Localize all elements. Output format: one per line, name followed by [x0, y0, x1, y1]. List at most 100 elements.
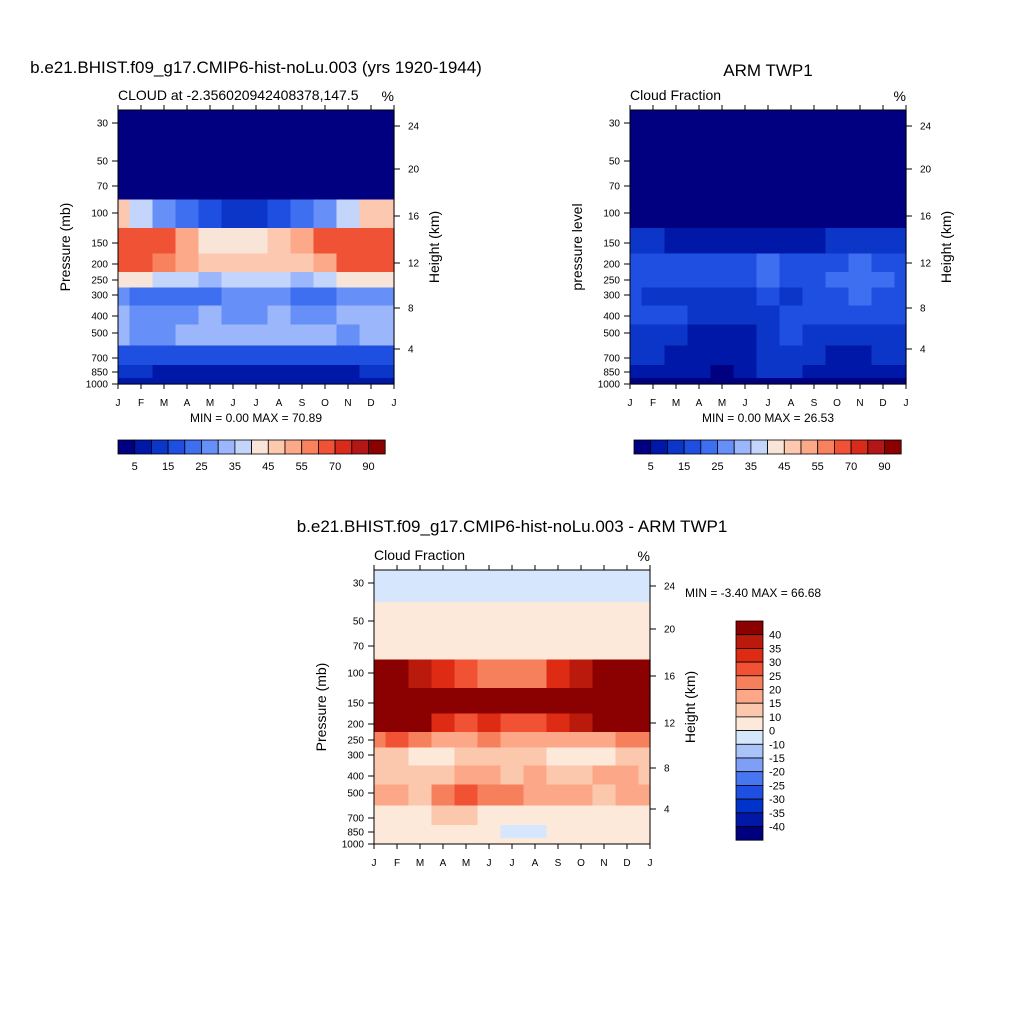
heatmap-cell [477, 602, 502, 635]
x-tick-label: F [138, 398, 144, 409]
heatmap-cell [221, 272, 246, 289]
y-axis-label: Pressure (mb) [57, 203, 73, 292]
units-label: % [894, 88, 906, 104]
heatmap-cell [129, 253, 154, 273]
heatmap-cell [129, 228, 154, 255]
heatmap-cell [244, 365, 269, 379]
heatmap-cell [687, 378, 712, 385]
heatmap-cell [615, 784, 640, 807]
heatmap-cell [592, 784, 617, 807]
colorbar-box [735, 826, 764, 841]
heatmap-cell [638, 732, 651, 749]
y-tick-label: 100 [603, 209, 620, 220]
heatmap-cell [454, 825, 479, 839]
heatmap-cell [871, 110, 896, 143]
heatmap-cell [374, 659, 387, 689]
colorbar-label: -35 [769, 808, 785, 820]
heatmap-cell [477, 784, 502, 807]
colorbar-box [251, 439, 269, 455]
heatmap-cell [408, 838, 433, 845]
heatmap-cell [641, 305, 666, 326]
heatmap-cell [221, 142, 246, 175]
heatmap-cell [500, 765, 525, 786]
heatmap-cell [313, 324, 338, 347]
colorbar-label: 15 [162, 461, 174, 473]
heatmap-cell [825, 378, 850, 385]
heatmap-cell [802, 345, 827, 366]
colorbar-label: 40 [769, 630, 781, 642]
heatmap-cell [641, 365, 666, 379]
heatmap-cell [359, 142, 384, 175]
heatmap-cell [477, 732, 502, 749]
heatmap-cell [615, 659, 640, 689]
y2-axis-label: Height (km) [426, 211, 442, 283]
heatmap-cell [198, 365, 223, 379]
heatmap-cell [313, 228, 338, 255]
heatmap-cell [779, 378, 804, 385]
heatmap-cell [244, 253, 269, 273]
heatmap-cell [267, 345, 292, 366]
heatmap-cell [569, 688, 594, 715]
heatmap-cell [592, 732, 617, 749]
heatmap-cell [710, 253, 735, 273]
heatmap-cell [638, 838, 651, 845]
heatmap-cell [290, 272, 315, 289]
colorbar-label: 15 [769, 698, 781, 710]
y-axis-label: Pressure (mb) [313, 663, 329, 752]
heatmap-cell [175, 324, 200, 347]
heatmap-cell [710, 378, 735, 385]
heatmap-cell [630, 324, 643, 347]
heatmap-cell [546, 838, 571, 845]
heatmap-cell [374, 838, 387, 845]
colorbar-label: 45 [778, 461, 790, 473]
colorbar-label: 55 [812, 461, 824, 473]
heatmap-cell [267, 324, 292, 347]
heatmap-cell [290, 305, 315, 326]
heatmap-cell [756, 324, 781, 347]
heatmap-cell [336, 173, 361, 201]
colorbar-box [700, 439, 718, 455]
heatmap-cell [431, 765, 456, 786]
y-axis-label: pressure level [569, 203, 585, 290]
heatmap-cell [313, 345, 338, 366]
heatmap-cell [569, 838, 594, 845]
heatmap-cell [871, 253, 896, 273]
heatmap-cell [118, 110, 131, 143]
heatmap-cell [630, 272, 643, 289]
y-tick-label: 500 [603, 329, 620, 340]
heatmap-cell [385, 713, 410, 733]
x-tick-label: M [718, 398, 726, 409]
heatmap-cell [687, 345, 712, 366]
heatmap-cell [779, 324, 804, 347]
heatmap-cell [336, 324, 361, 347]
heatmap-cell [710, 110, 735, 143]
heatmap-cell [894, 199, 907, 229]
heatmap-cell [374, 747, 387, 767]
heatmap-cell [175, 110, 200, 143]
heatmap-cell [382, 378, 395, 385]
heatmap-cell [477, 713, 502, 733]
heatmap-cell [408, 765, 433, 786]
heatmap-cell [382, 199, 395, 229]
heatmap-cell [500, 784, 525, 807]
heatmap-cell [221, 378, 246, 385]
colorbar-box [735, 689, 764, 704]
heatmap-cell [569, 784, 594, 807]
heatmap-cell [267, 365, 292, 379]
heatmap-cell [267, 378, 292, 385]
heatmap-cell [118, 324, 131, 347]
y2-tick-label: 24 [920, 122, 932, 133]
heatmap-cell [129, 173, 154, 201]
heatmap-cell [431, 732, 456, 749]
heatmap-cell [500, 805, 525, 826]
heatmap-cell [825, 365, 850, 379]
heatmap-cell [641, 142, 666, 175]
heatmap-cell [221, 173, 246, 201]
colorbar-label: 30 [769, 657, 781, 669]
y-tick-label: 850 [603, 368, 620, 379]
heatmap-cell [385, 747, 410, 767]
heatmap-cell [825, 272, 850, 289]
heatmap-cell [198, 228, 223, 255]
heatmap-cell [848, 110, 873, 143]
heatmap-cell [152, 199, 177, 229]
